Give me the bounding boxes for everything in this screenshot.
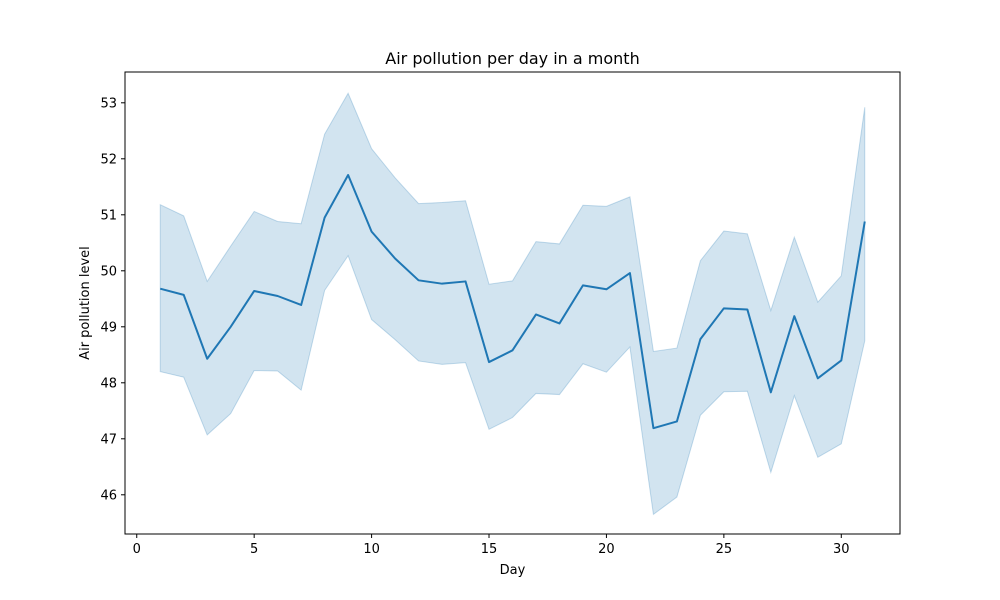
data-point [205, 357, 209, 361]
data-point [839, 358, 843, 362]
data-point [581, 283, 585, 287]
y-tick-label: 50 [100, 264, 117, 279]
data-point [651, 426, 655, 430]
y-tick-label: 48 [100, 376, 117, 391]
y-axis: 46 47 48 49 50 51 52 53 [100, 96, 125, 503]
data-point [393, 256, 397, 260]
y-tick-label: 53 [100, 96, 117, 111]
chart-title: Air pollution per day in a month [385, 49, 639, 68]
y-tick-label: 47 [100, 432, 117, 447]
y-axis-label: Air pollution level [78, 246, 93, 360]
data-point [745, 307, 749, 311]
data-point [323, 216, 327, 220]
x-axis: 0 5 10 15 20 25 30 [133, 534, 850, 557]
data-point [182, 293, 186, 297]
x-tick-label: 25 [716, 542, 733, 557]
data-point [417, 278, 421, 282]
plot-frame [124, 71, 901, 535]
x-tick-label: 5 [250, 542, 258, 557]
data-point [863, 220, 867, 224]
data-point [276, 294, 280, 298]
data-point [158, 287, 162, 291]
x-tick-label: 10 [363, 542, 380, 557]
data-point [792, 314, 796, 318]
x-axis-label: Day [500, 563, 526, 578]
data-point [487, 360, 491, 364]
data-point [299, 303, 303, 307]
data-point [534, 312, 538, 316]
data-point [370, 230, 374, 234]
data-point [440, 282, 444, 286]
x-tick-label: 30 [833, 542, 850, 557]
y-tick-label: 46 [100, 488, 117, 503]
data-point [229, 325, 233, 329]
y-tick-label: 51 [100, 208, 117, 223]
data-point [698, 337, 702, 341]
confidence-band [159, 92, 866, 516]
x-tick-label: 20 [598, 542, 615, 557]
data-point [675, 419, 679, 423]
data-point [816, 376, 820, 380]
data-point [511, 348, 515, 352]
data-point [464, 279, 468, 283]
plot-area [158, 92, 867, 516]
data-point [769, 390, 773, 394]
data-point [346, 173, 350, 177]
data-point [557, 321, 561, 325]
data-point [628, 271, 632, 275]
x-tick-label: 15 [481, 542, 498, 557]
data-point [604, 287, 608, 291]
y-tick-label: 49 [100, 320, 117, 335]
series-line [159, 174, 866, 430]
data-point [252, 289, 256, 293]
y-tick-label: 52 [100, 152, 117, 167]
data-point [722, 306, 726, 310]
x-tick-label: 0 [133, 542, 141, 557]
